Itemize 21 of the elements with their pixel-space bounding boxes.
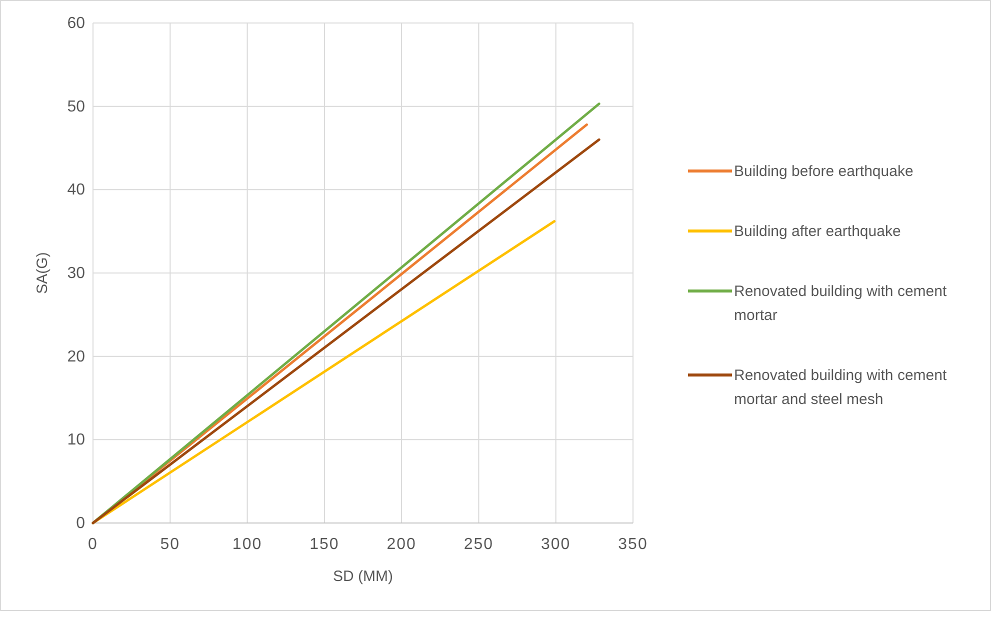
- y-axis-title: SA(G): [34, 252, 51, 294]
- y-tick-label: 10: [67, 432, 86, 449]
- legend-label: Renovated building with cement mortar: [734, 283, 948, 324]
- legend-label: Building before earthquake: [734, 163, 914, 180]
- y-tick-label: 30: [67, 265, 86, 282]
- x-tick-label: 100: [232, 536, 262, 553]
- x-tick-label: 0: [88, 536, 98, 553]
- x-axis-title: SD (MM): [333, 568, 393, 585]
- y-tick-label: 0: [76, 515, 86, 532]
- x-tick-label: 350: [618, 536, 648, 553]
- x-tick-label: 50: [160, 536, 180, 553]
- x-tick-label: 150: [310, 536, 340, 553]
- x-tick-label: 200: [386, 536, 416, 553]
- y-tick-label: 60: [67, 15, 86, 32]
- y-tick-label: 50: [67, 98, 86, 116]
- x-tick-label: 300: [541, 536, 571, 553]
- y-tick-label: 40: [67, 182, 86, 199]
- y-tick-label: 20: [67, 348, 86, 366]
- x-tick-label: 250: [464, 536, 494, 553]
- legend-label: Building after earthquake: [734, 223, 901, 240]
- legend-label: Renovated building with cement mortar and steel mesh: [734, 367, 948, 408]
